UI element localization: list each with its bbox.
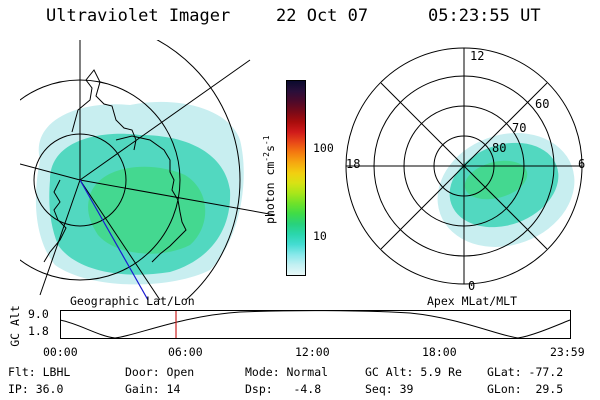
terminator-line (79, 179, 149, 300)
lat-label-60: 60 (535, 97, 549, 111)
latitude-circle (156, 40, 241, 300)
info-dsp: Dsp: -4.8 (245, 382, 322, 396)
geographic-image (20, 40, 276, 300)
altitude-plot (60, 310, 571, 339)
altitude-ytick-1.8: 1.8 (28, 324, 49, 338)
colorbar-tick-10: 10 (313, 229, 327, 243)
lat-label-70: 70 (512, 121, 526, 135)
colorbar-tick-100: 100 (313, 141, 334, 155)
time-label: 05:23:55 UT (428, 6, 541, 26)
emission-region-core (88, 166, 206, 254)
info-filter: Flt: LBHL (8, 365, 71, 379)
altitude-xtick-0600: 06:00 (168, 345, 203, 359)
info-door: Door: Open (125, 365, 195, 379)
instrument-title: Ultraviolet Imager (46, 6, 231, 26)
longitude-line (20, 163, 81, 181)
altitude-ytick-9: 9.0 (28, 307, 49, 321)
altitude-xtick-0000: 00:00 (43, 345, 78, 359)
mlt-label-18: 18 (346, 157, 360, 171)
longitude-line (39, 179, 81, 296)
altitude-xtick-1800: 18:00 (422, 345, 457, 359)
polar-axis (380, 82, 548, 250)
altitude-ylabel: GC Alt (8, 305, 22, 347)
info-mode: Mode: Normal (245, 365, 329, 379)
longitude-line (79, 59, 251, 181)
lat-label-80: 80 (492, 141, 506, 155)
info-glat: GLat: -77.2 (487, 365, 564, 379)
mlt-label-0: 0 (468, 279, 475, 293)
mlt-label-6: 6 (578, 157, 585, 171)
polar-plot: 12 18 6 0 60 70 80 (345, 47, 585, 293)
colorbar-unit-main: photon cm (262, 161, 277, 224)
polar-emission-core (464, 160, 528, 200)
mlt-label-12: 12 (470, 49, 484, 63)
right-panel-label: Apex MLat/MLT (427, 294, 518, 308)
left-panel-label: Geographic Lat/Lon (70, 294, 195, 308)
info-glon: GLon: 29.5 (487, 382, 564, 396)
altitude-frame (60, 310, 571, 339)
altitude-xtick-2359: 23:59 (550, 345, 585, 359)
longitude-line (79, 179, 161, 300)
colorbar-unit-sup2: -1 (262, 135, 271, 146)
longitude-line (79, 179, 276, 216)
colorbar-unit-sup1: -2 (262, 152, 271, 162)
info-gc-alt: GC Alt: 5.9 Re (365, 365, 462, 379)
info-ip: IP: 36.0 (8, 382, 64, 396)
info-seq: Seq: 39 (365, 382, 414, 396)
colorbar-unit-mid: s (262, 145, 277, 153)
altitude-xtick-1200: 12:00 (295, 345, 330, 359)
coastline (115, 135, 187, 263)
altitude-curve (60, 310, 571, 339)
info-gain: Gain: 14 (125, 382, 181, 396)
coastline (71, 69, 137, 151)
date-label: 22 Oct 07 (276, 6, 369, 26)
colorbar (286, 80, 306, 276)
